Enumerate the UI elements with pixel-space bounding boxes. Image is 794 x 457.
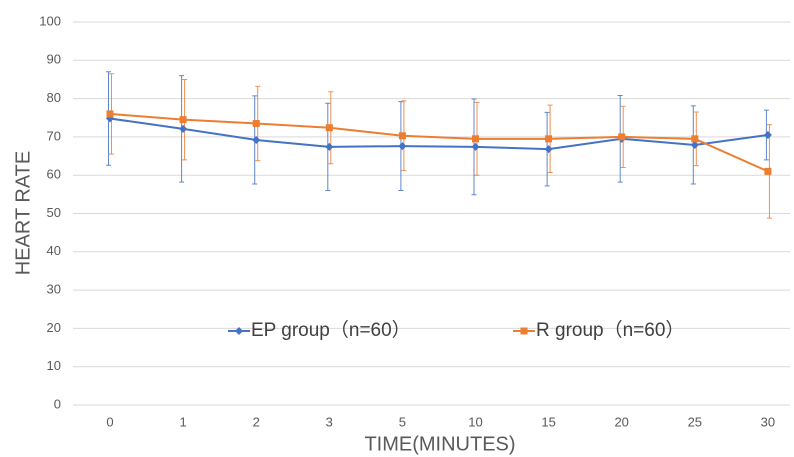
y-tick-label: 0 xyxy=(54,396,61,411)
data-point xyxy=(325,124,333,132)
x-tick-label: 1 xyxy=(179,414,186,429)
data-point xyxy=(618,133,626,141)
y-tick-label: 70 xyxy=(47,128,61,143)
y-tick-label: 30 xyxy=(47,282,61,297)
legend-marker xyxy=(235,327,243,335)
data-point xyxy=(472,135,479,143)
data-point xyxy=(544,145,553,154)
legend-label: EP group（n=60） xyxy=(251,319,411,341)
x-tick-label: 5 xyxy=(399,414,406,429)
x-tick-label: 30 xyxy=(761,414,775,429)
series-line xyxy=(109,112,769,173)
y-tick-label: 90 xyxy=(47,52,61,67)
x-tick-label: 0 xyxy=(106,414,113,429)
data-point xyxy=(252,135,261,144)
x-tick-label: 10 xyxy=(468,414,482,429)
legend-label: R group（n=60） xyxy=(536,319,684,341)
y-tick-label: 60 xyxy=(47,167,61,182)
y-tick-label: 10 xyxy=(47,358,61,373)
y-tick-label: 50 xyxy=(47,205,61,220)
data-point xyxy=(398,132,406,140)
data-point xyxy=(179,124,188,133)
x-tick-label: 3 xyxy=(326,414,333,429)
data-point xyxy=(471,142,480,151)
x-tick-label: 25 xyxy=(688,414,702,429)
data-point xyxy=(763,130,772,139)
y-tick-label: 40 xyxy=(47,243,61,258)
data-point xyxy=(690,140,699,149)
data-point xyxy=(764,167,772,175)
x-tick-label: 20 xyxy=(614,414,628,429)
x-axis-title: TIME(MINUTES) xyxy=(364,433,515,455)
series-line xyxy=(109,117,769,151)
data-point xyxy=(398,142,407,151)
y-tick-label: 80 xyxy=(47,90,61,105)
data-point xyxy=(545,135,553,143)
y-axis-title: HEART RATE xyxy=(12,151,34,275)
y-tick-label: 100 xyxy=(39,13,61,28)
data-point xyxy=(325,142,334,151)
data-point xyxy=(106,110,114,118)
data-point xyxy=(252,119,260,127)
x-tick-label: 2 xyxy=(253,414,260,429)
legend-marker xyxy=(520,327,528,335)
data-point xyxy=(691,135,699,143)
x-tick-label: 15 xyxy=(541,414,555,429)
data-point xyxy=(179,116,187,124)
y-tick-label: 20 xyxy=(47,320,61,335)
